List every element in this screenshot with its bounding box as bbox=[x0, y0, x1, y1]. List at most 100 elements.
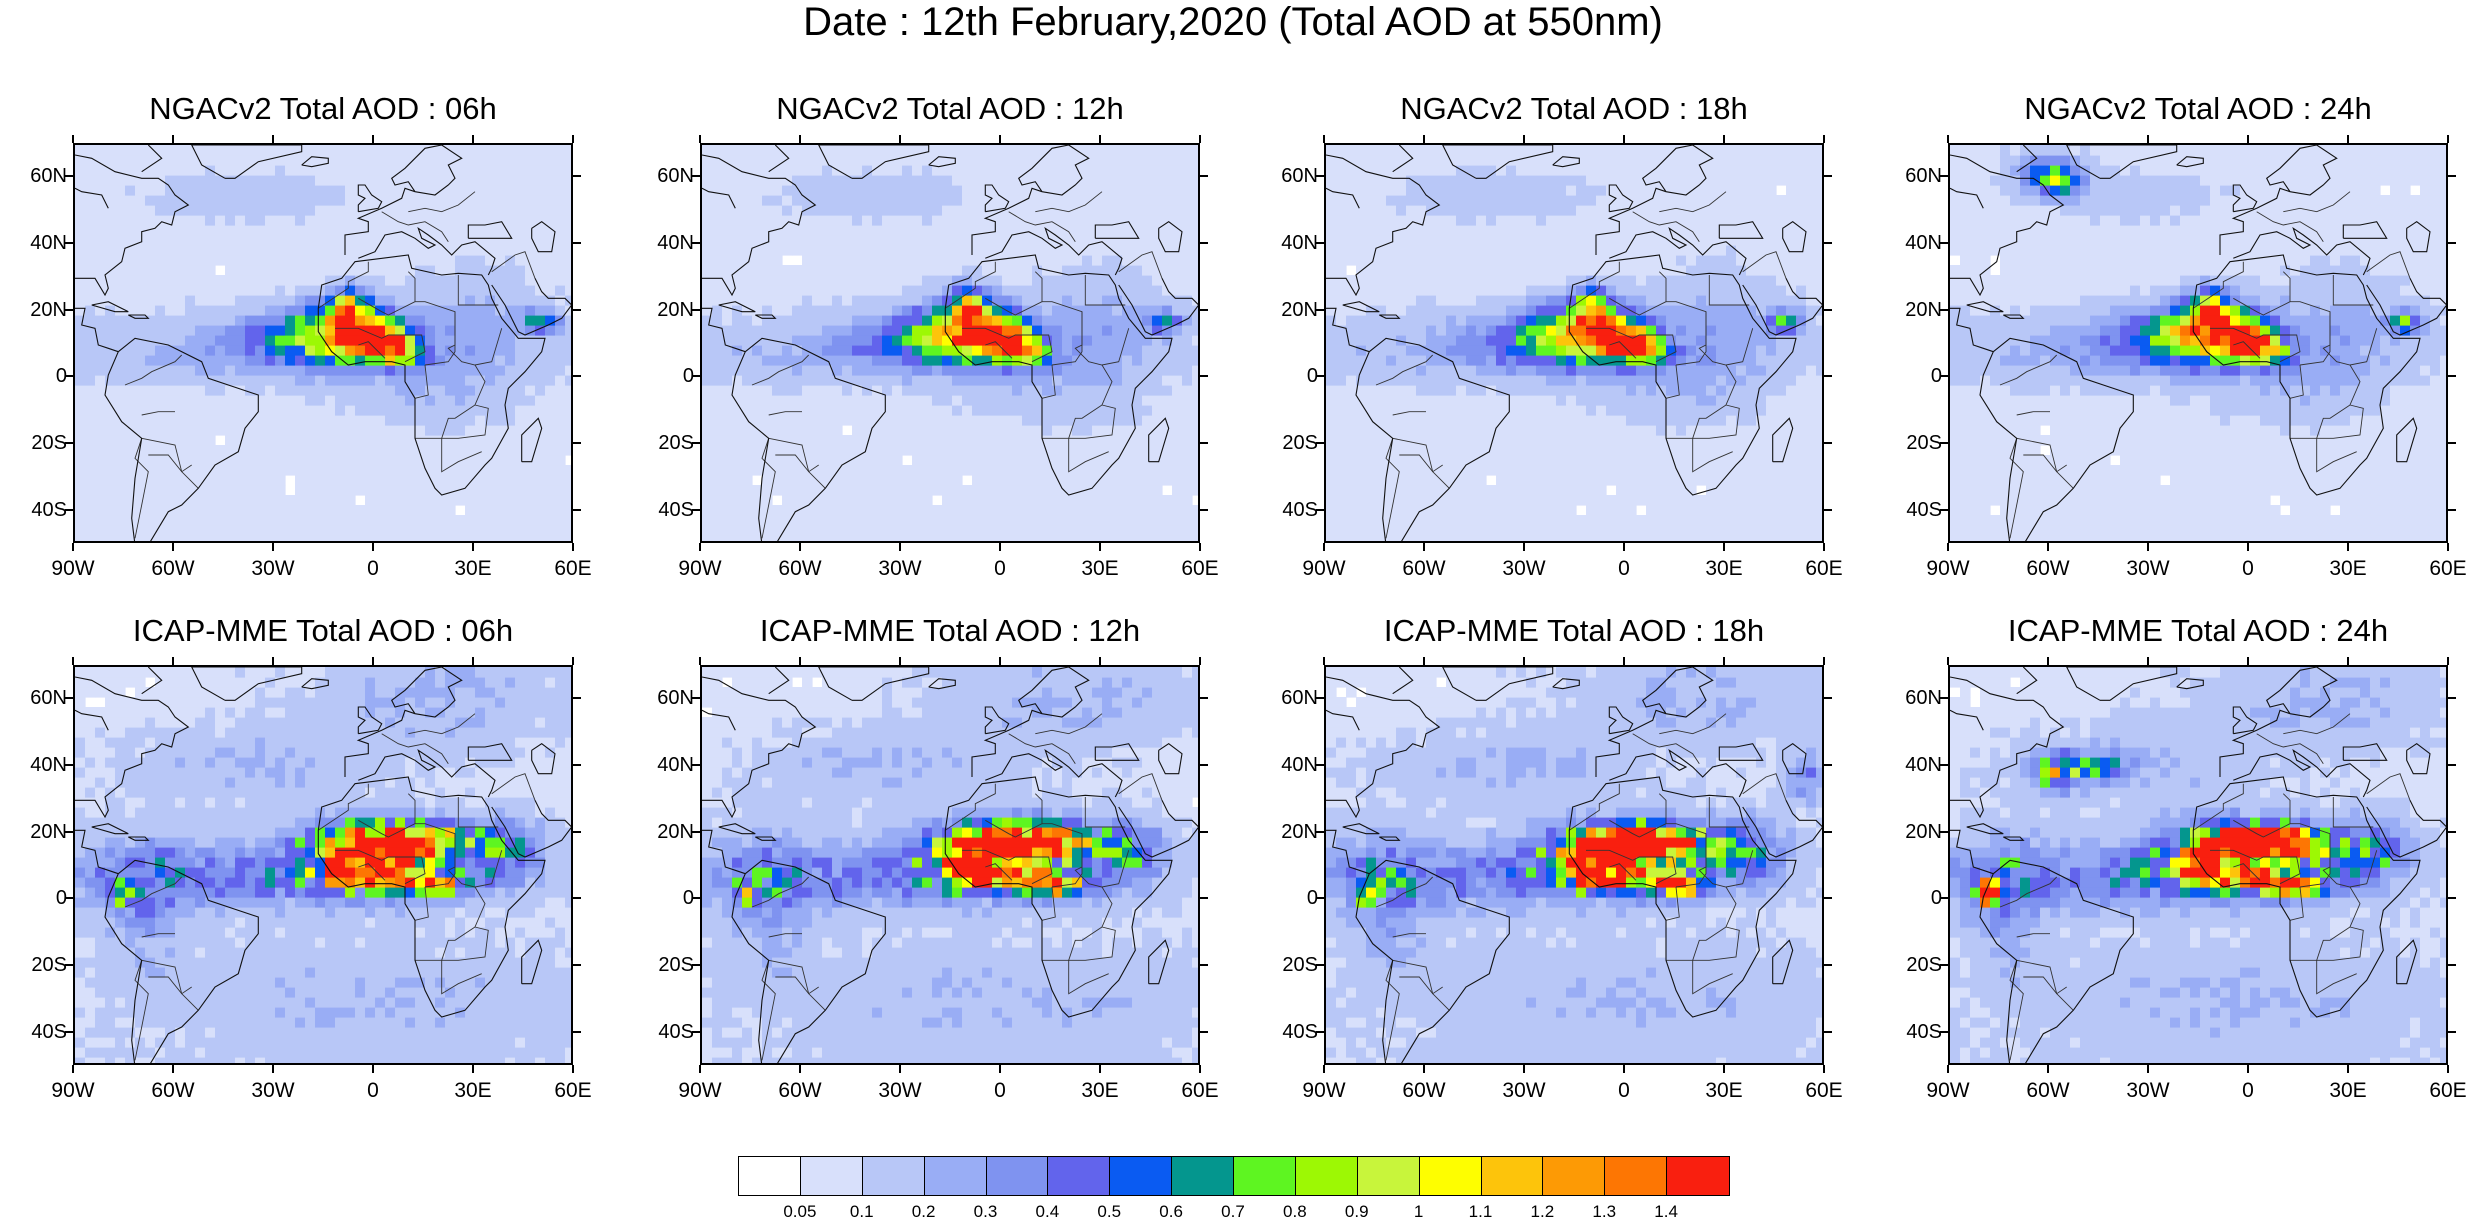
lon-tick bbox=[2047, 1065, 2049, 1073]
lat-tick bbox=[1200, 964, 1208, 966]
lat-tick-label: 40S bbox=[1282, 1020, 1318, 1043]
colorbar-label: 0.6 bbox=[1159, 1202, 1183, 1221]
lat-tick bbox=[65, 175, 73, 178]
lon-tick bbox=[799, 1065, 801, 1073]
aod-field bbox=[1326, 667, 1822, 1063]
lon-tick bbox=[72, 135, 74, 143]
colorbar: 0.05 0.1 0.2 0.3 0.4 0.5 0.6 0.7 0.8 0.9 1 1.1 1.2 1.… bbox=[738, 1156, 1730, 1221]
lat-tick bbox=[692, 375, 700, 378]
lon-tick bbox=[2447, 657, 2449, 665]
lon-tick bbox=[999, 1065, 1001, 1073]
lon-tick bbox=[172, 543, 174, 551]
aod-field bbox=[75, 145, 571, 541]
lat-tick bbox=[1316, 697, 1324, 700]
aod-grid-cells bbox=[702, 667, 1198, 1063]
lon-tick bbox=[272, 657, 274, 665]
lon-tick-label: 60E bbox=[1181, 1079, 1219, 1102]
lon-tick-label: 90W bbox=[51, 557, 95, 580]
colorbar-label: 0.05 bbox=[783, 1202, 817, 1221]
lat-tick bbox=[573, 442, 581, 444]
lon-tick-label: 60W bbox=[151, 557, 195, 580]
colorbar-label: 1 bbox=[1413, 1202, 1424, 1221]
lat-tick-label: 40N bbox=[1281, 232, 1318, 254]
lon-tick bbox=[372, 1065, 374, 1073]
lat-tick bbox=[1940, 830, 1948, 833]
lat-tick bbox=[65, 375, 73, 378]
lon-tick bbox=[2047, 543, 2049, 551]
lon-tick bbox=[899, 657, 901, 665]
lat-tick-label: 20S bbox=[1906, 954, 1942, 976]
lon-tick bbox=[1947, 543, 1949, 551]
colorbar-label: 0.1 bbox=[849, 1202, 874, 1221]
lat-tick-label: 40N bbox=[657, 754, 694, 776]
coastlines bbox=[1950, 145, 2446, 541]
lon-tick-label: 30E bbox=[1081, 557, 1119, 580]
aod-map bbox=[700, 665, 1200, 1065]
lat-tick bbox=[692, 508, 700, 511]
aod-grid-cells bbox=[1950, 145, 2446, 541]
lat-tick-label: 60N bbox=[1281, 687, 1318, 710]
lat-tick bbox=[1940, 242, 1948, 244]
lon-tick bbox=[1723, 543, 1725, 551]
lon-tick bbox=[2247, 135, 2249, 143]
lon-tick-label: 90W bbox=[678, 557, 722, 580]
lon-tick-label: 30W bbox=[878, 1079, 922, 1102]
lat-tick bbox=[692, 1030, 700, 1033]
lon-tick-label: 30W bbox=[2126, 557, 2170, 580]
colorbar-label: 0.5 bbox=[1097, 1202, 1122, 1221]
lat-tick bbox=[692, 242, 700, 244]
lon-tick bbox=[1423, 657, 1425, 665]
map-panel: NGACv2 Total AOD : 18h 60N 40N 20N 0 20S 40S 90… bbox=[1281, 91, 1842, 580]
lat-tick bbox=[65, 508, 73, 511]
lon-tick bbox=[372, 657, 374, 665]
lon-tick-label: 30W bbox=[251, 557, 295, 580]
lat-tick bbox=[573, 764, 581, 766]
lon-tick bbox=[72, 543, 74, 551]
lat-tick-label: 40N bbox=[30, 754, 67, 776]
panel-title: ICAP-MME Total AOD : 18h bbox=[1383, 613, 1765, 648]
lat-tick bbox=[1316, 308, 1324, 311]
lon-tick bbox=[1523, 543, 1525, 551]
lat-tick bbox=[1200, 830, 1208, 833]
lon-tick bbox=[572, 657, 574, 665]
panel-title: NGACv2 Total AOD : 12h bbox=[776, 91, 1124, 126]
lat-tick bbox=[1316, 764, 1324, 766]
lat-tick bbox=[1316, 897, 1324, 900]
lon-tick-label: 30W bbox=[878, 557, 922, 580]
colorbar-swatch bbox=[1604, 1156, 1668, 1196]
lat-tick bbox=[65, 1030, 73, 1033]
map-panel: ICAP-MME Total AOD : 06h 60N 40N 20N 0 20S 40S… bbox=[30, 613, 591, 1102]
lat-tick-label: 40N bbox=[1905, 754, 1942, 776]
lat-tick-label: 40N bbox=[1281, 754, 1318, 776]
lon-tick bbox=[699, 1065, 701, 1073]
lat-tick bbox=[692, 442, 700, 444]
colorbar-label: 0.8 bbox=[1283, 1202, 1307, 1221]
lat-tick bbox=[1824, 508, 1832, 511]
lat-tick-label: 20S bbox=[1906, 432, 1942, 454]
lat-tick-label: 40S bbox=[31, 498, 67, 521]
colorbar-swatch bbox=[923, 1156, 987, 1196]
lon-tick-label: 60E bbox=[2429, 1079, 2466, 1102]
lon-tick-label: 30E bbox=[454, 557, 492, 580]
lat-tick-label: 60N bbox=[657, 165, 694, 188]
colorbar-label: 0.9 bbox=[1344, 1202, 1369, 1221]
lat-tick bbox=[1940, 764, 1948, 766]
aod-field bbox=[1950, 145, 2446, 541]
lon-tick bbox=[1523, 657, 1525, 665]
lon-tick bbox=[2147, 657, 2149, 665]
lon-tick bbox=[572, 135, 574, 143]
lon-tick-label: 0 bbox=[1618, 1079, 1630, 1102]
lon-tick bbox=[472, 135, 474, 143]
lat-tick-label: 20N bbox=[30, 820, 67, 843]
lon-tick bbox=[1199, 135, 1201, 143]
lat-tick bbox=[1316, 508, 1324, 511]
lon-tick bbox=[899, 1065, 901, 1073]
lat-tick bbox=[1824, 308, 1832, 311]
lat-tick bbox=[573, 308, 581, 311]
country-borders bbox=[124, 191, 536, 539]
lon-tick bbox=[1947, 657, 1949, 665]
lon-tick bbox=[472, 543, 474, 551]
country-borders bbox=[751, 191, 1163, 539]
lat-tick bbox=[692, 764, 700, 766]
lat-tick-label: 20N bbox=[1281, 298, 1318, 321]
